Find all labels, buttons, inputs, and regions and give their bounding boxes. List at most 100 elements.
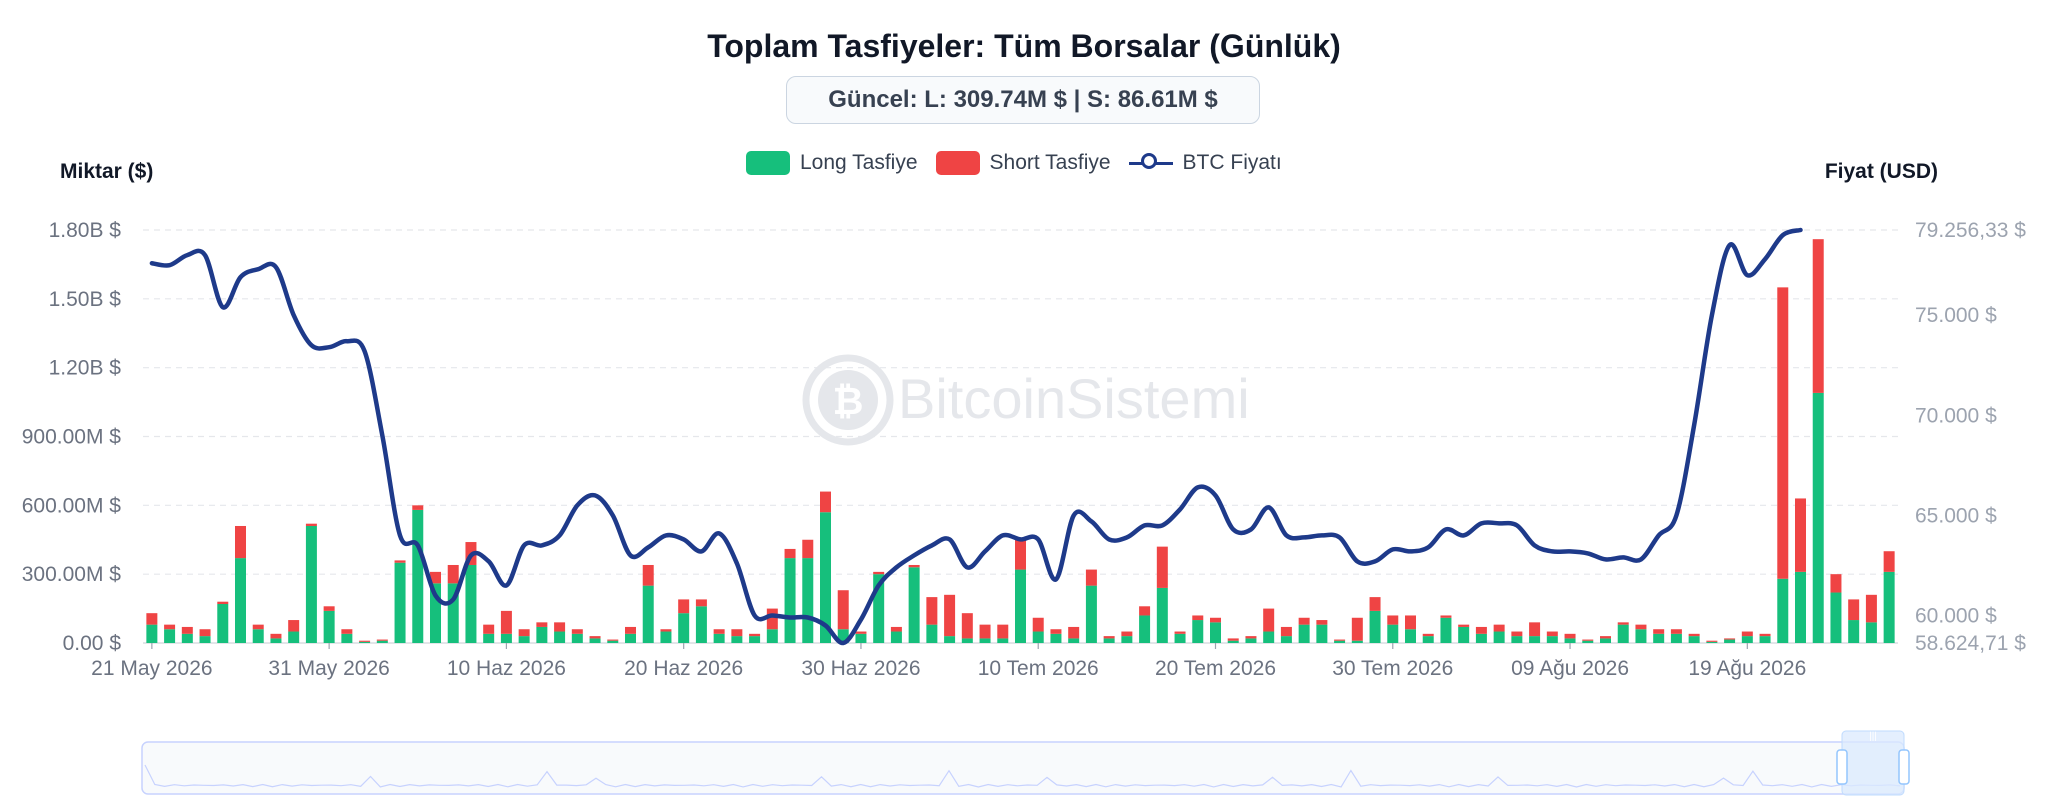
short-liquidation-bar [944, 594, 956, 637]
short-liquidation-bar [908, 564, 920, 568]
long-liquidation-bar [1724, 639, 1736, 643]
short-liquidation-bar [1511, 631, 1523, 637]
long-liquidation-bar [1298, 624, 1310, 643]
long-liquidation-bar [1280, 636, 1292, 643]
long-liquidation-bar [1493, 631, 1505, 643]
x-tick-label: 10 Haz 2026 [447, 657, 566, 680]
long-liquidation-bar [1529, 636, 1541, 643]
watermark-text: BitcoinSistemi [898, 367, 1250, 430]
long-liquidation-bar [1458, 626, 1470, 643]
long-liquidation-bar [1174, 633, 1186, 643]
short-liquidation-bar [1103, 636, 1115, 639]
long-liquidation-bar [625, 633, 636, 643]
short-liquidation-bar [1192, 615, 1204, 621]
long-liquidation-bar [1192, 620, 1204, 643]
left-tick-label: 1.50B $ [49, 288, 122, 311]
legend-item-long[interactable]: Long Tasfiye [746, 151, 918, 175]
short-liquidation-bar [164, 624, 176, 630]
short-liquidation-bar [855, 631, 867, 634]
long-liquidation-bar [217, 603, 229, 643]
navigator-handle-left[interactable] [1836, 749, 1848, 785]
left-tick-label: 1.20B $ [49, 357, 122, 380]
short-liquidation-bar [412, 505, 424, 510]
left-tick-label: 0.00 $ [63, 632, 122, 655]
long-liquidation-bar [1564, 638, 1576, 643]
short-liquidation-bar [536, 622, 548, 627]
legend-item-price[interactable]: BTC Fiyatı [1128, 151, 1282, 175]
short-liquidation-bar [518, 629, 530, 637]
short-liquidation-bar [1032, 617, 1044, 632]
short-liquidation-bar [820, 491, 831, 513]
right-tick-label: 75.000 $ [1915, 304, 1997, 327]
short-liquidation-bar [997, 624, 1009, 639]
watermark: ₿ BitcoinSistemi [802, 354, 1250, 446]
long-liquidation-bar [766, 629, 778, 643]
left-tick-label: 900.00M $ [22, 426, 122, 449]
long-liquidation-bar [1617, 624, 1629, 643]
legend-swatch-price [1128, 151, 1173, 175]
long-liquidation-bar [642, 585, 654, 643]
range-navigator[interactable]: ||| [141, 730, 1910, 796]
long-liquidation-bar [589, 638, 601, 643]
short-liquidation-bar [305, 523, 317, 526]
long-liquidation-bar [1546, 636, 1558, 643]
long-liquidation-bar [1405, 629, 1416, 643]
current-values-badge: Güncel: L: 309.74M $ | S: 86.61M $ [786, 76, 1260, 124]
short-liquidation-bar [1387, 615, 1399, 625]
short-liquidation-bar [1670, 629, 1682, 634]
short-liquidation-bar [607, 639, 619, 641]
x-axis-ticks: 21 May 2026 31 May 2026 10 Haz 2026 20 Haz … [91, 643, 1806, 680]
short-liquidation-bar [1582, 639, 1594, 641]
short-liquidation-bar [1405, 615, 1416, 630]
long-liquidation-bar [394, 562, 406, 643]
navigator-handle-right[interactable] [1898, 749, 1910, 785]
short-liquidation-bar [235, 525, 246, 559]
navigator-track[interactable] [141, 741, 1905, 795]
short-liquidation-bar [1245, 636, 1257, 639]
short-liquidation-bar [979, 624, 991, 639]
long-liquidation-bar [695, 606, 707, 643]
long-liquidation-bar [341, 633, 353, 643]
short-liquidation-bar [961, 613, 973, 639]
legend-item-short[interactable]: Short Tasfiye [935, 151, 1111, 175]
long-liquidation-bar [802, 558, 814, 643]
short-liquidation-bar [1493, 624, 1505, 632]
short-liquidation-bar [713, 629, 725, 634]
price-line-group [149, 227, 1803, 646]
long-liquidation-bar [678, 613, 690, 643]
y-axis-title-left: Miktar ($) [60, 160, 154, 183]
short-liquidation-bar [447, 564, 459, 584]
long-liquidation-bar [908, 567, 920, 643]
y-axis-title-right: Fiyat (USD) [1824, 160, 1938, 183]
long-liquidation-bar [713, 633, 725, 643]
short-liquidation-bar [376, 639, 388, 641]
long-liquidation-bar [1369, 610, 1381, 643]
long-liquidation-bar [518, 636, 530, 643]
long-liquidation-bar [660, 631, 672, 643]
short-liquidation-bar [1156, 546, 1168, 588]
long-liquidation-bar [1334, 640, 1346, 643]
long-liquidation-bar [1865, 622, 1877, 643]
legend-label-long: Long Tasfiye [800, 151, 918, 174]
x-tick-label: 09 Ağu 2026 [1511, 657, 1629, 680]
legend-label-price: BTC Fiyatı [1182, 151, 1282, 174]
long-liquidation-bar [412, 509, 424, 643]
long-liquidation-bar [483, 633, 495, 643]
short-liquidation-bar [199, 629, 211, 637]
short-liquidation-bar [749, 633, 761, 637]
long-liquidation-bar [873, 574, 885, 643]
long-liquidation-bar [1582, 640, 1594, 643]
short-liquidation-bar [1263, 608, 1275, 632]
short-liquidation-bar [1635, 624, 1647, 630]
short-liquidation-bar [784, 548, 796, 559]
long-liquidation-bar [1103, 638, 1115, 643]
short-liquidation-bar [359, 640, 371, 642]
short-liquidation-bar [766, 608, 778, 630]
short-liquidation-bar [483, 624, 495, 634]
long-liquidation-bar [1777, 578, 1789, 643]
short-liquidation-bar [1316, 620, 1328, 625]
long-liquidation-bar [1085, 585, 1097, 643]
btc-price-line [149, 227, 1803, 646]
short-liquidation-bar [890, 626, 902, 632]
chart-title: Toplam Tasfiyeler: Tüm Borsalar (Günlük) [707, 28, 1341, 64]
